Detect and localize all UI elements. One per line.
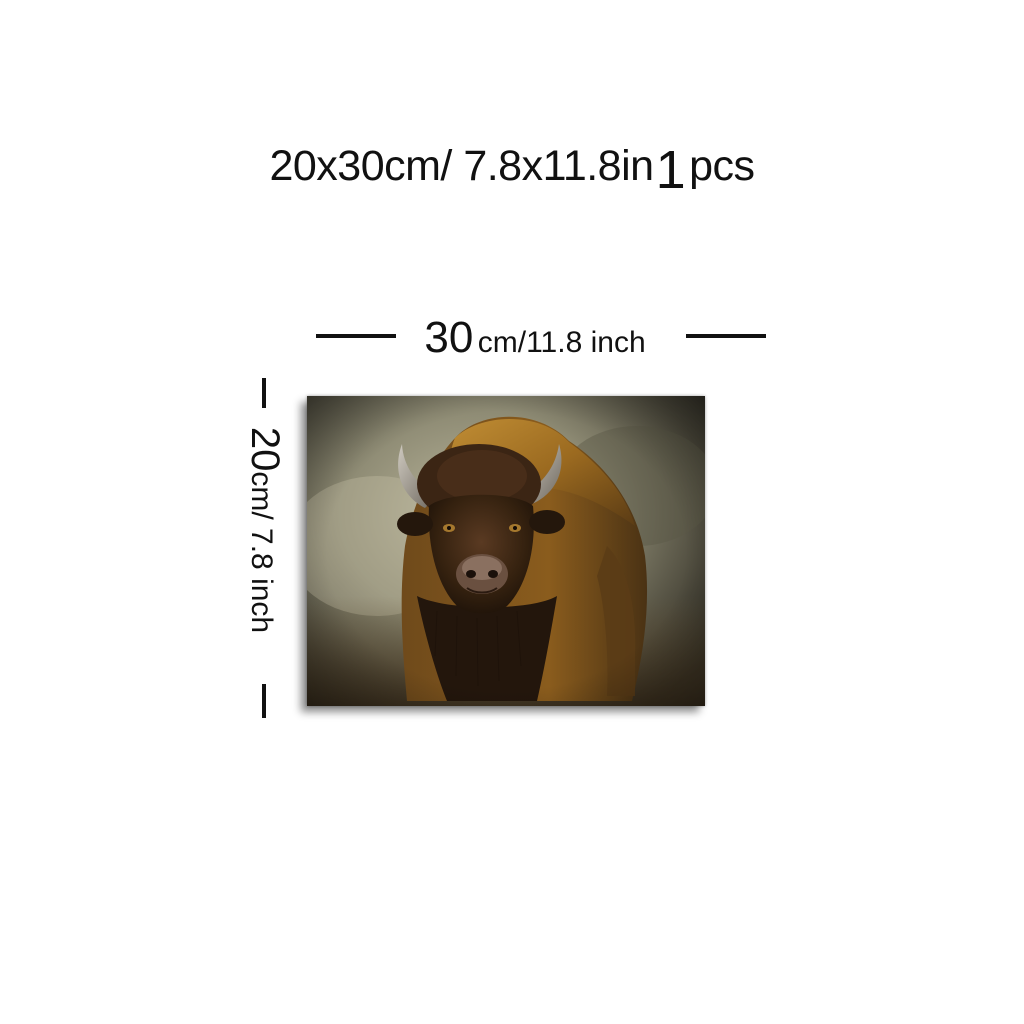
width-dimension-line-left — [316, 334, 396, 338]
quantity-number: 1 — [655, 140, 686, 200]
width-dimension-line-right — [686, 334, 766, 338]
size-headline: 20x30cm/ 7.8x11.8in1pcs — [0, 138, 1024, 198]
bison-painting — [307, 396, 705, 706]
height-dimension-label: 20cm/ 7.8 inch — [243, 410, 287, 650]
height-dimension-tick-top — [262, 378, 266, 408]
size-text: 20x30cm/ 7.8x11.8in — [269, 142, 654, 190]
quantity-unit: pcs — [689, 142, 755, 190]
height-dimension-tick-bottom — [262, 684, 266, 718]
width-value: 30 — [424, 313, 474, 362]
width-dimension-label: 30 cm/11.8 inch — [390, 312, 680, 374]
height-unit: cm/ 7.8 inch — [245, 471, 278, 634]
height-value: 20 — [243, 426, 287, 472]
canvas-print — [307, 396, 705, 706]
width-unit: cm/11.8 inch — [477, 326, 646, 359]
